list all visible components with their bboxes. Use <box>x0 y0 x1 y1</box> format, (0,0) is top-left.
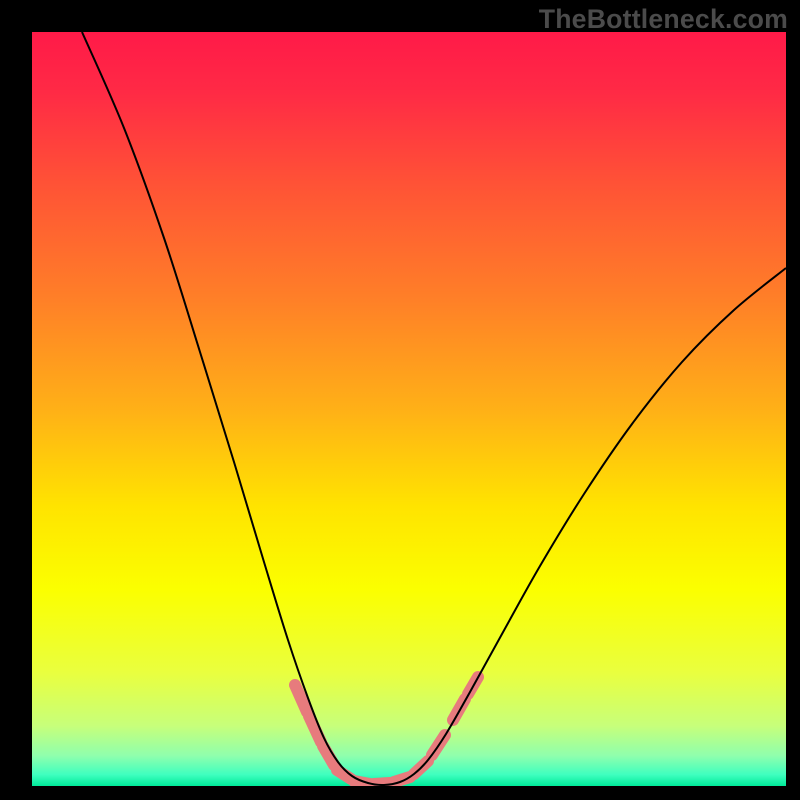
plot-svg <box>32 32 786 786</box>
watermark-text: TheBottleneck.com <box>539 4 788 35</box>
plot-area <box>32 32 786 786</box>
gradient-background <box>32 32 786 786</box>
chart-frame: TheBottleneck.com <box>0 0 800 800</box>
